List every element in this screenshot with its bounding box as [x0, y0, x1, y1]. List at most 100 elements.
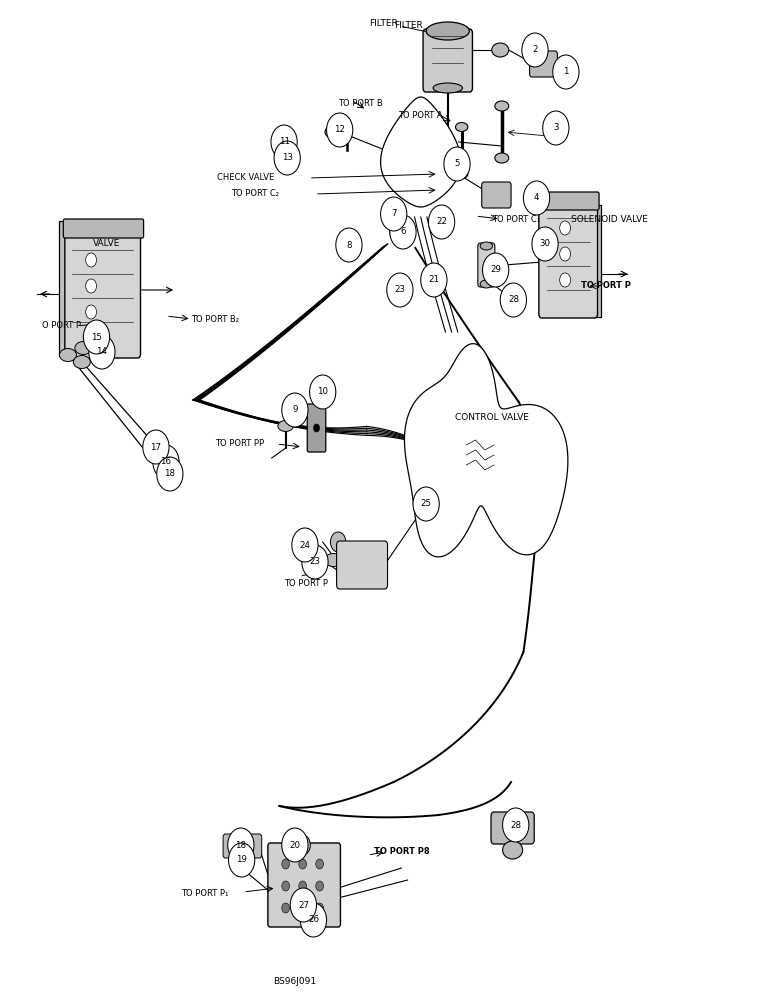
- Ellipse shape: [455, 169, 468, 178]
- Ellipse shape: [433, 83, 462, 93]
- Ellipse shape: [59, 349, 76, 361]
- Circle shape: [89, 335, 115, 369]
- Text: CONTROL VALVE: CONTROL VALVE: [455, 414, 530, 422]
- Circle shape: [385, 207, 399, 225]
- Text: 8: 8: [346, 240, 352, 249]
- FancyBboxPatch shape: [482, 182, 511, 208]
- Ellipse shape: [426, 22, 469, 40]
- Ellipse shape: [149, 445, 163, 455]
- Circle shape: [418, 494, 434, 514]
- Circle shape: [327, 113, 353, 147]
- Circle shape: [316, 881, 323, 891]
- Text: FILTER: FILTER: [394, 21, 423, 30]
- Circle shape: [560, 273, 571, 287]
- Text: 26: 26: [308, 916, 319, 924]
- Circle shape: [282, 859, 290, 869]
- Ellipse shape: [288, 404, 303, 416]
- Text: 18: 18: [164, 470, 175, 479]
- Ellipse shape: [503, 841, 523, 859]
- Text: 24: 24: [300, 540, 310, 550]
- Circle shape: [86, 279, 96, 293]
- Circle shape: [86, 253, 96, 267]
- Circle shape: [86, 305, 96, 319]
- Text: 15: 15: [91, 332, 102, 342]
- Text: 30: 30: [540, 239, 550, 248]
- Circle shape: [228, 828, 254, 862]
- Circle shape: [83, 320, 110, 354]
- FancyBboxPatch shape: [307, 404, 326, 452]
- FancyBboxPatch shape: [478, 243, 495, 287]
- Text: 4: 4: [533, 194, 540, 202]
- Circle shape: [310, 375, 336, 409]
- FancyBboxPatch shape: [63, 219, 144, 238]
- Text: 23: 23: [394, 286, 405, 294]
- Ellipse shape: [315, 386, 330, 397]
- Circle shape: [444, 147, 470, 181]
- Circle shape: [413, 487, 439, 521]
- Circle shape: [299, 881, 306, 891]
- Ellipse shape: [480, 242, 493, 250]
- FancyBboxPatch shape: [337, 541, 388, 589]
- Circle shape: [299, 859, 306, 869]
- Text: TO PORT C₂: TO PORT C₂: [232, 190, 279, 198]
- Text: 17: 17: [151, 442, 161, 452]
- Text: 18: 18: [235, 840, 246, 850]
- Text: 12: 12: [334, 125, 345, 134]
- Circle shape: [299, 903, 306, 913]
- Text: 22: 22: [436, 218, 447, 227]
- Circle shape: [274, 141, 300, 175]
- Text: 6: 6: [400, 228, 406, 236]
- Text: TO PORT A: TO PORT A: [398, 111, 442, 120]
- Circle shape: [282, 828, 308, 862]
- Text: 29: 29: [490, 265, 501, 274]
- Circle shape: [503, 808, 529, 842]
- FancyBboxPatch shape: [530, 51, 557, 77]
- Text: 28: 28: [508, 296, 519, 304]
- Text: 25: 25: [421, 499, 432, 508]
- Text: CHECK VALVE: CHECK VALVE: [217, 174, 274, 182]
- Circle shape: [428, 205, 455, 239]
- Ellipse shape: [73, 356, 90, 368]
- Text: 7: 7: [391, 210, 397, 219]
- Text: 5: 5: [454, 159, 460, 168]
- FancyBboxPatch shape: [423, 29, 472, 92]
- Circle shape: [231, 856, 245, 874]
- Circle shape: [500, 283, 527, 317]
- Text: 1: 1: [563, 68, 569, 77]
- Text: SOLENOID VALVE: SOLENOID VALVE: [571, 216, 648, 225]
- Text: TO PORT P₁: TO PORT P₁: [181, 890, 229, 898]
- Ellipse shape: [422, 273, 436, 283]
- Circle shape: [292, 528, 318, 562]
- Ellipse shape: [325, 125, 342, 138]
- FancyBboxPatch shape: [491, 812, 534, 844]
- Circle shape: [523, 181, 550, 215]
- Text: TO PORT P8: TO PORT P8: [374, 848, 429, 856]
- Circle shape: [229, 843, 255, 877]
- FancyBboxPatch shape: [537, 192, 599, 210]
- Circle shape: [553, 55, 579, 89]
- Ellipse shape: [324, 554, 343, 566]
- Circle shape: [308, 909, 322, 927]
- Text: 11: 11: [279, 137, 290, 146]
- Circle shape: [336, 228, 362, 262]
- Circle shape: [330, 532, 346, 552]
- Circle shape: [143, 430, 169, 464]
- Text: 2: 2: [532, 45, 538, 54]
- Text: 28: 28: [510, 820, 521, 830]
- Circle shape: [296, 896, 310, 914]
- Circle shape: [421, 263, 447, 297]
- Circle shape: [432, 213, 445, 231]
- Text: TO PORT C₁: TO PORT C₁: [493, 215, 540, 224]
- Text: 14: 14: [96, 348, 107, 357]
- Ellipse shape: [492, 43, 509, 57]
- Circle shape: [522, 33, 548, 67]
- Text: SOLENOID
VALVE: SOLENOID VALVE: [83, 228, 130, 248]
- Text: 13: 13: [282, 153, 293, 162]
- Circle shape: [316, 859, 323, 869]
- Circle shape: [532, 227, 558, 261]
- Text: FILTER: FILTER: [369, 19, 398, 28]
- Ellipse shape: [506, 295, 520, 305]
- Circle shape: [313, 424, 320, 432]
- Circle shape: [560, 247, 571, 261]
- Text: 9: 9: [293, 406, 297, 414]
